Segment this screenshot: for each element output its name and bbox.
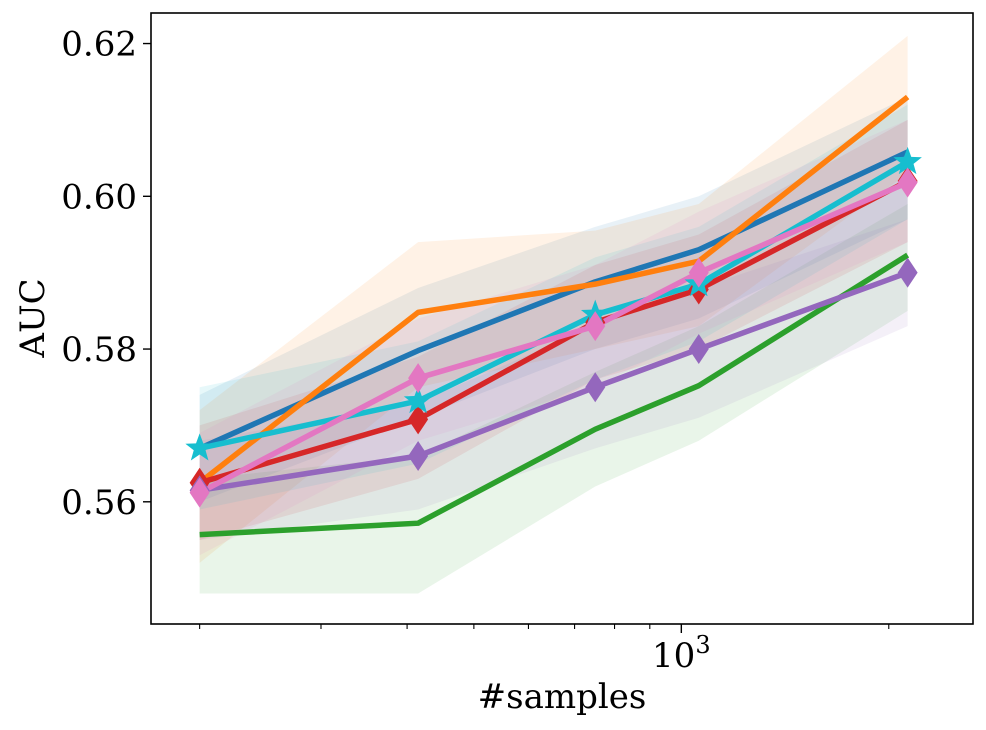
marker-purple	[585, 372, 606, 403]
line-green	[199, 252, 910, 538]
y-axis-label: AUC	[13, 278, 53, 358]
marker-cyan	[403, 385, 433, 414]
x-axis: 103	[199, 624, 890, 676]
marker-red	[408, 404, 429, 435]
y-tick-label: 0.56	[61, 483, 137, 523]
x-tick-label-exponent: 3	[695, 631, 710, 659]
y-tick-label: 0.62	[61, 25, 137, 65]
marker-cyan	[893, 146, 922, 175]
marker-cyan	[185, 433, 214, 461]
x-tick-label-base: 10	[652, 636, 695, 676]
marker-purple	[408, 440, 429, 471]
marker-purple	[897, 257, 918, 288]
marker-pink	[688, 257, 709, 288]
confidence-bands	[199, 35, 908, 594]
band-red	[199, 119, 908, 540]
y-axis: 0.56 0.58 0.60 0.62	[61, 25, 151, 523]
line-orange	[197, 94, 910, 485]
marker-pink	[897, 167, 918, 198]
series-markers	[185, 146, 922, 508]
marker-pink	[585, 311, 606, 342]
y-tick-label: 0.58	[61, 330, 137, 370]
marker-pink	[189, 477, 210, 508]
band-green	[199, 203, 908, 594]
marker-purple	[688, 334, 709, 365]
x-axis-label: #samples	[478, 677, 647, 717]
plot-frame	[150, 12, 974, 625]
x-tick-label: 103	[652, 631, 711, 676]
marker-pink	[408, 363, 429, 394]
y-tick-label: 0.60	[61, 177, 137, 217]
